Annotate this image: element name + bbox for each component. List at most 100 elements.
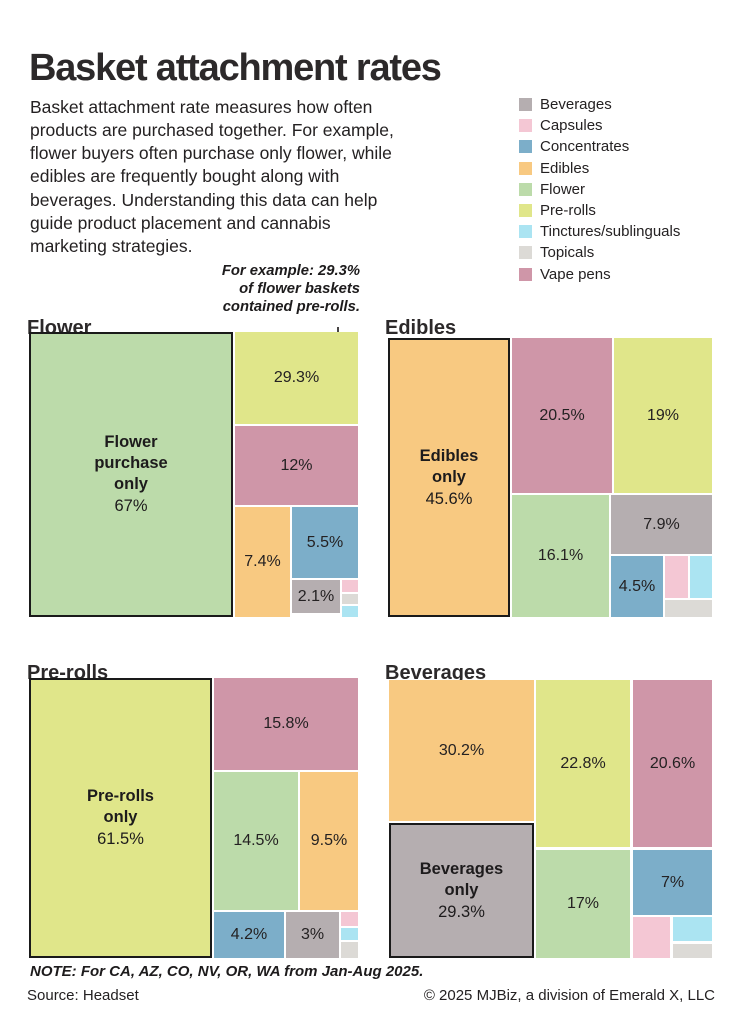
legend-item-capsules: Capsules: [519, 115, 680, 136]
treemap-beverages: 30.2% Beverages only 29.3% 22.8% 20.6% 17% 7%: [389, 680, 712, 958]
legend-label: Flower: [540, 180, 586, 198]
treemap-cell-beverages: 2.1%: [292, 580, 340, 613]
legend-label: Pre-rolls: [540, 202, 596, 220]
cell-content: Pre-rolls only 61.5%: [87, 786, 154, 850]
treemap-cell-vape-pens: 12%: [235, 426, 358, 505]
cell-value: 22.8%: [560, 754, 606, 772]
legend-item-tinctures: Tinctures/sublinguals: [519, 221, 680, 242]
legend-label: Concentrates: [540, 138, 630, 156]
cell-content: Beverages only 29.3%: [420, 859, 503, 923]
legend-label: Vape pens: [540, 265, 611, 283]
treemap-cell-tinctures: [341, 928, 358, 940]
treemap-cell-concentrates: 7%: [633, 850, 712, 915]
cell-value: 4.5%: [618, 577, 656, 595]
cell-value: 67%: [114, 497, 148, 515]
cell-title: Edibles only: [419, 446, 479, 486]
legend-swatch-icon: [519, 267, 532, 281]
treemap-cell-pre-rolls: 29.3%: [235, 332, 358, 424]
treemap-cell-edibles: Edibles only 45.6%: [388, 338, 510, 617]
legend-item-beverages: Beverages: [519, 94, 680, 115]
example-annotation: For example: 29.3% of flower baskets con…: [221, 263, 360, 315]
chart-title-beverages: Beverages: [385, 661, 487, 684]
treemap-cell-topicals: [342, 594, 358, 604]
treemap-cell-pre-rolls: 22.8%: [536, 680, 630, 847]
cell-content: Flower purchase only 67%: [94, 432, 167, 517]
treemap-cell-pre-rolls: Pre-rolls only 61.5%: [29, 678, 212, 958]
treemap-cell-edibles: 7.4%: [235, 507, 290, 617]
treemap-cell-topicals: [665, 600, 712, 617]
treemap-pre-rolls: Pre-rolls only 61.5% 15.8% 14.5% 9.5% 4.2% 3%: [29, 678, 358, 958]
treemap-cell-tinctures: [690, 556, 712, 598]
legend-label: Topicals: [540, 244, 595, 262]
cell-value: 29.3%: [273, 369, 320, 386]
cell-value: 4.2%: [230, 926, 268, 943]
treemap-cell-flower: 16.1%: [512, 495, 609, 617]
footer-copyright: © 2025 MJBiz, a division of Emerald X, L…: [423, 987, 715, 1004]
cell-title: Flower purchase only: [94, 433, 168, 493]
legend: Beverages Capsules Concentrates Edibles Flow…: [519, 94, 680, 285]
treemap-cell-capsules: [342, 580, 358, 592]
treemap-cell-tinctures: [673, 917, 712, 941]
legend-swatch-icon: [519, 246, 532, 260]
cell-value: 29.3%: [438, 902, 485, 921]
cell-value: 45.6%: [425, 489, 473, 508]
legend-swatch-icon: [519, 204, 532, 218]
treemap-cell-topicals: [341, 942, 358, 958]
cell-value: 19%: [646, 406, 680, 424]
cell-value: 5.5%: [306, 533, 344, 551]
page-title: Basket attachment rates: [29, 47, 442, 90]
cell-value: 17%: [566, 895, 600, 912]
cell-value: 12%: [280, 456, 313, 474]
legend-item-flower: Flower: [519, 179, 680, 200]
treemap-cell-beverages: Beverages only 29.3%: [389, 823, 534, 958]
legend-swatch-icon: [519, 98, 532, 112]
footer-note: NOTE: For CA, AZ, CO, NV, OR, WA from Ja…: [30, 963, 424, 980]
treemap-cell-vape-pens: 20.5%: [512, 338, 612, 493]
cell-value: 7.4%: [244, 553, 281, 570]
legend-label: Edibles: [540, 159, 590, 177]
legend-label: Capsules: [540, 117, 603, 135]
legend-label: Tinctures/sublinguals: [540, 223, 681, 241]
cell-value: 30.2%: [438, 741, 485, 759]
treemap-cell-capsules: [633, 917, 670, 958]
legend-item-pre-rolls: Pre-rolls: [519, 200, 680, 221]
cell-value: 2.1%: [297, 587, 335, 605]
treemap-cell-topicals: [673, 944, 712, 958]
cell-value: 20.5%: [539, 406, 585, 424]
legend-item-concentrates: Concentrates: [519, 136, 680, 157]
treemap-edibles: Edibles only 45.6% 20.5% 19% 16.1% 7.9% 4.5%: [388, 338, 712, 617]
treemap-cell-capsules: [665, 556, 688, 598]
treemap-cell-beverages: 3%: [286, 912, 339, 958]
legend-swatch-icon: [519, 161, 532, 175]
treemap-flower: Flower purchase only 67% 29.3% 12% 7.4% 5.5% 2…: [29, 332, 358, 617]
intro-text: Basket attachment rate measures how ofte…: [30, 96, 394, 257]
treemap-cell-concentrates: 4.2%: [214, 912, 284, 958]
cell-value: 16.1%: [537, 547, 584, 564]
cell-value: 7%: [660, 873, 685, 891]
treemap-cell-vape-pens: 15.8%: [214, 678, 358, 770]
cell-value: 61.5%: [97, 830, 144, 848]
legend-swatch-icon: [519, 119, 532, 133]
legend-item-vape-pens: Vape pens: [519, 264, 680, 285]
footer-source: Source: Headset: [27, 987, 139, 1004]
legend-swatch-icon: [519, 182, 532, 196]
cell-value: 9.5%: [310, 832, 348, 849]
cell-value: 3%: [300, 926, 325, 943]
treemap-cell-concentrates: 5.5%: [292, 507, 358, 578]
legend-item-edibles: Edibles: [519, 158, 680, 179]
treemap-cell-tinctures: [342, 606, 358, 617]
chart-title-edibles: Edibles: [385, 316, 457, 339]
cell-value: 7.9%: [643, 515, 680, 533]
legend-swatch-icon: [519, 225, 532, 239]
treemap-cell-concentrates: 4.5%: [611, 556, 663, 617]
legend-label: Beverages: [540, 96, 612, 114]
cell-title: Beverages only: [419, 859, 504, 899]
cell-title: Pre-rolls only: [87, 787, 154, 826]
cell-value: 14.5%: [233, 832, 279, 849]
treemap-cell-edibles: 9.5%: [300, 772, 358, 910]
legend-swatch-icon: [519, 140, 532, 154]
treemap-cell-beverages: 7.9%: [611, 495, 712, 554]
treemap-cell-pre-rolls: 19%: [614, 338, 712, 493]
treemap-cell-flower: 14.5%: [214, 772, 298, 910]
